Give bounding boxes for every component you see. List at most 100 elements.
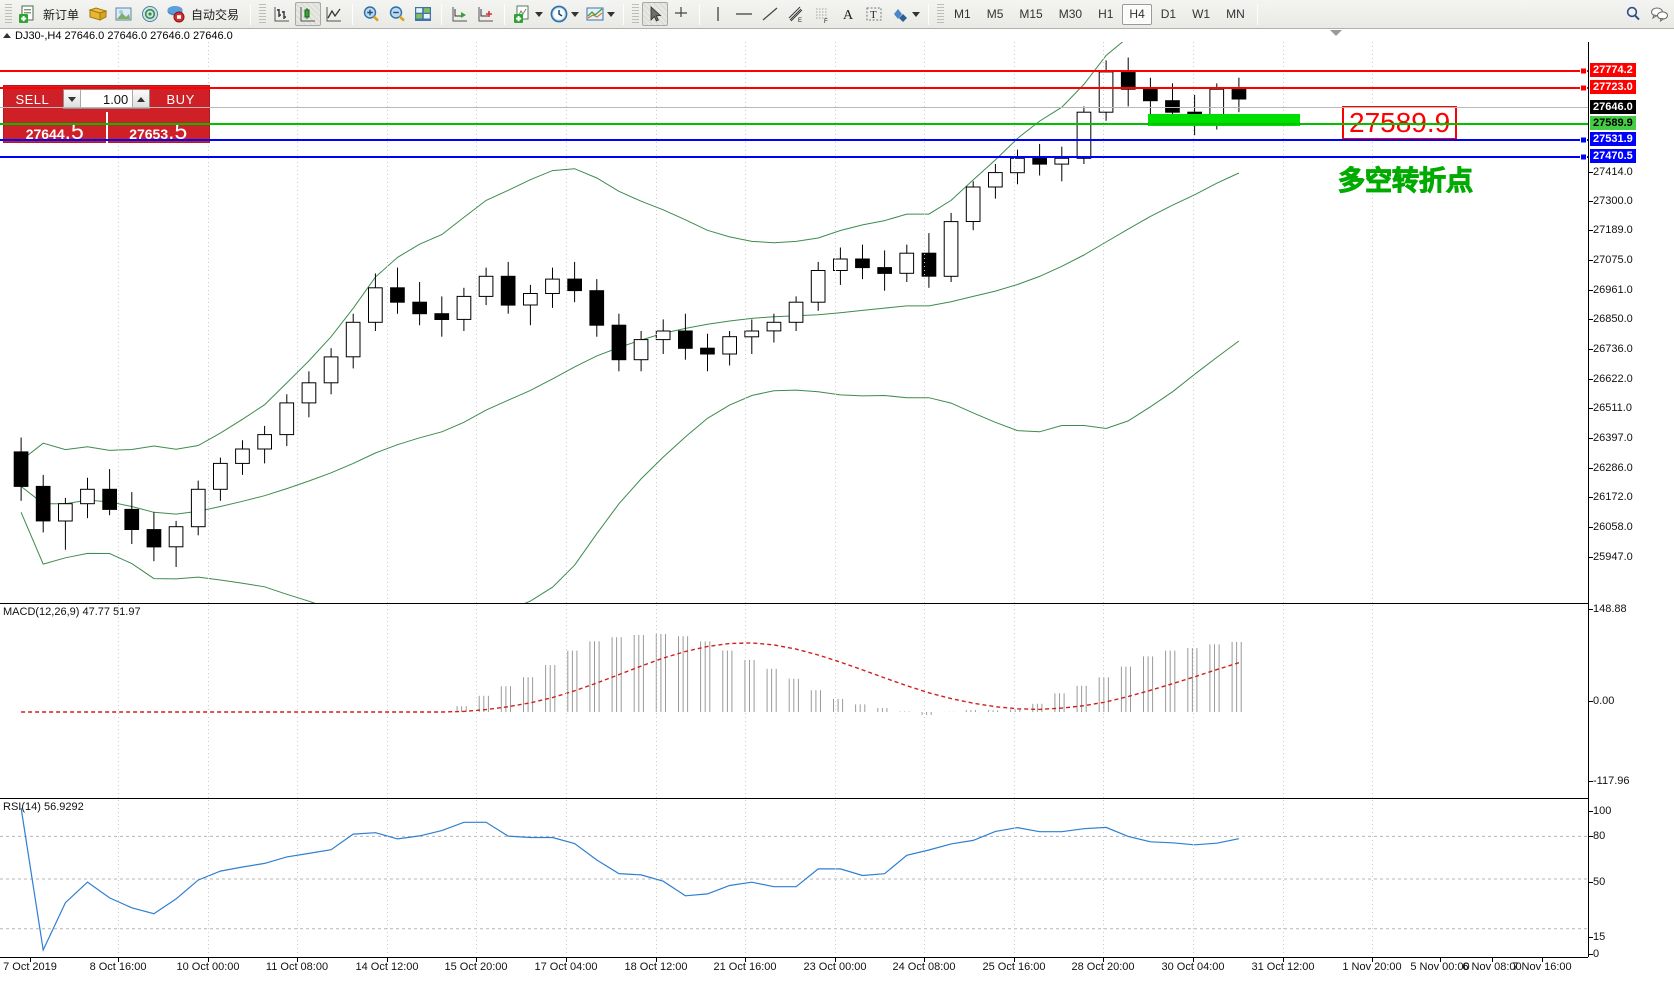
toolbar-divider	[250, 3, 252, 25]
price-level-tag[interactable]: 27774.2	[1590, 63, 1636, 77]
zoom-in-button[interactable]	[358, 2, 384, 26]
candlestick-chart-button[interactable]	[295, 2, 322, 26]
buy-button[interactable]: BUY	[166, 91, 195, 107]
vertical-gridline	[1014, 605, 1015, 798]
axis-tick	[1589, 201, 1593, 202]
volume-decrease-button[interactable]	[63, 90, 81, 108]
trendline-button[interactable]	[757, 2, 783, 26]
vertical-gridline	[387, 42, 388, 603]
price-level-tag[interactable]: 27723.0	[1590, 80, 1636, 94]
time-axis-tick	[1492, 958, 1493, 962]
chat-button[interactable]	[1646, 2, 1672, 26]
time-axis-tick	[1542, 958, 1543, 962]
toolbar-grip-2[interactable]	[259, 4, 267, 24]
level-drag-handle[interactable]	[1580, 84, 1587, 92]
price-level-tag[interactable]: 27470.5	[1590, 149, 1636, 163]
vertical-gridline	[297, 800, 298, 956]
rsi-pane[interactable]: RSI(14) 56.9292	[0, 800, 1588, 956]
timeframe-m30[interactable]: M30	[1058, 7, 1083, 21]
price-level-line[interactable]	[0, 70, 1588, 72]
sell-price[interactable]: 27644.5	[4, 112, 108, 143]
search-button[interactable]	[1620, 2, 1646, 26]
chart-scroll-marker[interactable]	[1330, 30, 1342, 36]
data-window-button[interactable]	[410, 2, 436, 26]
time-axis-tick	[835, 958, 836, 962]
timeframe-w1[interactable]: W1	[1192, 7, 1211, 21]
timeframe-h1[interactable]: H1	[1098, 7, 1114, 21]
time-axis-label: 8 Oct 16:00	[89, 961, 147, 973]
time-axis-label: 28 Oct 20:00	[1071, 961, 1135, 973]
toolbar-grip-3[interactable]	[632, 4, 640, 24]
trade-panel[interactable]: SELL 1.00 BUY 27644.5 27653.5	[3, 85, 210, 143]
chevron-down-icon-3[interactable]	[607, 11, 616, 17]
fibonacci-button[interactable]: F	[809, 2, 835, 26]
price-level-tag[interactable]: 27531.9	[1590, 132, 1636, 146]
equidistant-channel-button[interactable]: E	[783, 2, 809, 26]
new-order-label: 新订单	[43, 7, 80, 22]
macd-pane[interactable]: MACD(12,26,9) 47.77 51.97	[0, 605, 1588, 799]
time-axis-label: 15 Oct 20:00	[444, 961, 508, 973]
timeframe-d1[interactable]: D1	[1160, 7, 1177, 21]
period-button[interactable]	[546, 2, 582, 26]
timeframe-mn[interactable]: MN	[1226, 7, 1245, 21]
price-level-tag[interactable]: 27646.0	[1590, 100, 1636, 114]
time-axis-tick	[1014, 958, 1015, 962]
text-button[interactable]: A	[835, 2, 861, 26]
crosshair-button[interactable]	[668, 2, 694, 26]
profiles-button[interactable]	[111, 2, 137, 26]
timeframe-m15[interactable]: M15	[1019, 7, 1043, 21]
toolbar-grip[interactable]	[5, 4, 12, 24]
chart-shift-icon	[478, 7, 494, 22]
buy-price[interactable]: 27653.5	[129, 118, 188, 144]
cursor-button[interactable]	[642, 2, 669, 26]
sell-button[interactable]: SELL	[15, 91, 50, 107]
vertical-gridline	[566, 42, 567, 603]
text-label-button[interactable]: T	[861, 2, 887, 26]
folder-button[interactable]	[85, 2, 111, 26]
indicators-button[interactable]	[510, 2, 546, 26]
price-level-line[interactable]	[0, 156, 1588, 158]
autoscroll-button[interactable]	[447, 2, 473, 26]
horizontal-line-button[interactable]	[731, 2, 757, 26]
vertical-gridline	[924, 42, 925, 603]
vertical-gridline	[387, 605, 388, 798]
timeframe-h4[interactable]: H4	[1122, 3, 1152, 25]
vertical-gridline	[208, 42, 209, 603]
chevron-down-icon-4[interactable]	[912, 11, 921, 17]
price-level-line[interactable]	[0, 107, 1588, 108]
price-axis-label: -117.96	[1593, 775, 1630, 787]
shapes-icon	[894, 9, 908, 22]
chart-window[interactable]: DJ30-,H4 27646.0 27646.0 27646.0 27646.0…	[0, 29, 1674, 973]
toolbar-grip-4[interactable]	[937, 4, 945, 24]
level-drag-handle[interactable]	[1580, 153, 1587, 161]
market-watch-button[interactable]	[137, 2, 163, 26]
chevron-down-icon[interactable]	[535, 11, 544, 17]
timeframe-m5[interactable]: M5	[986, 7, 1004, 21]
timeframe-m1[interactable]: M1	[954, 7, 971, 21]
new-order-button[interactable]: 新订单	[15, 2, 85, 26]
volume-value[interactable]: 1.00	[102, 92, 129, 107]
price-level-tag[interactable]: 27589.9	[1590, 116, 1636, 130]
vertical-line-button[interactable]	[705, 2, 731, 26]
shapes-button[interactable]	[887, 2, 923, 26]
price-level-line[interactable]	[0, 87, 1588, 89]
price-level-line[interactable]	[0, 139, 1588, 141]
vertical-gridline	[1103, 605, 1104, 798]
volume-stepper[interactable]: 1.00	[62, 89, 151, 109]
collapse-arrow-icon[interactable]	[3, 33, 11, 38]
line-chart-button[interactable]	[321, 2, 347, 26]
bar-chart-button[interactable]	[269, 2, 295, 26]
price-level-line[interactable]	[0, 123, 1588, 125]
vertical-gridline	[1103, 800, 1104, 956]
zoom-out-button[interactable]	[384, 2, 410, 26]
rsi-chart-svg	[0, 807, 1588, 953]
level-drag-handle[interactable]	[1580, 67, 1587, 75]
templates-button[interactable]	[582, 2, 618, 26]
chevron-down-icon-2[interactable]	[571, 11, 580, 17]
level-drag-handle[interactable]	[1580, 136, 1587, 144]
volume-increase-button[interactable]	[132, 90, 150, 108]
time-axis[interactable]: 7 Oct 2019 8 Oct 16:00 10 Oct 00:00 11 Oct …	[0, 957, 1588, 984]
auto-trading-button[interactable]: 自动交易	[163, 2, 245, 26]
chart-shift-button[interactable]	[473, 2, 499, 26]
price-axis[interactable]: 27414.0 27300.0 27189.0 27075.0 26961.0 26850…	[1588, 42, 1674, 960]
